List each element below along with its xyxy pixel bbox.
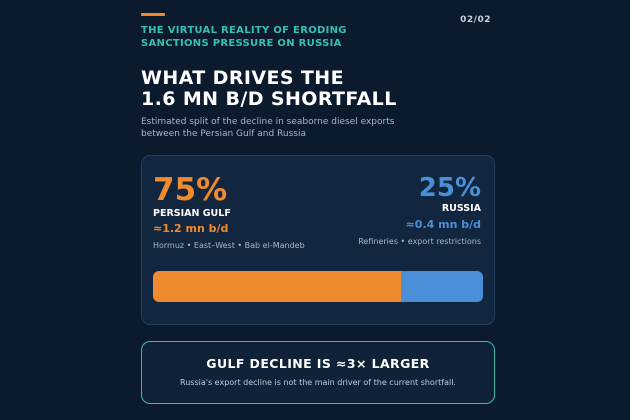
russia-amount: ≈0.4 mn b/d (405, 218, 481, 231)
subtitle-line2: between the Persian Gulf and Russia (141, 129, 306, 139)
callout-title: GULF DECLINE IS ≈3× LARGER (206, 356, 430, 371)
russia-bar-segment (400, 271, 483, 302)
series-title-line1: THE VIRTUAL REALITY OF ERODING (141, 25, 347, 36)
callout-text: Russia's export decline is not the main … (180, 378, 456, 387)
page-number: 02/02 (460, 15, 491, 25)
russia-label: RUSSIA (441, 203, 481, 214)
series-title: THE VIRTUAL REALITY OF ERODING SANCTIONS… (141, 24, 441, 50)
accent-bar (141, 13, 165, 16)
gulf-bar-segment (153, 271, 401, 302)
headline: WHAT DRIVES THE 1.6 MN B/D SHORTFALL (141, 68, 501, 110)
headline-line2: 1.6 MN B/D SHORTFALL (141, 88, 397, 110)
gulf-percent: 75% (153, 172, 228, 208)
gulf-note: Hormuz • East–West • Bab el-Mandeb (153, 241, 305, 250)
callout-box: GULF DECLINE IS ≈3× LARGER Russia's expo… (141, 341, 495, 404)
headline-line1: WHAT DRIVES THE (141, 67, 344, 89)
subtitle-line1: Estimated split of the decline in seabor… (141, 117, 395, 127)
gulf-amount: ≈1.2 mn b/d (153, 222, 229, 235)
split-card: 75% PERSIAN GULF ≈1.2 mn b/d Hormuz • Ea… (141, 155, 495, 325)
split-bar (153, 271, 483, 302)
gulf-label: PERSIAN GULF (153, 208, 231, 219)
russia-percent: 25% (418, 173, 481, 203)
subtitle: Estimated split of the decline in seabor… (141, 116, 471, 140)
series-title-line2: SANCTIONS PRESSURE ON RUSSIA (141, 38, 342, 49)
russia-note: Refineries • export restrictions (358, 237, 481, 246)
